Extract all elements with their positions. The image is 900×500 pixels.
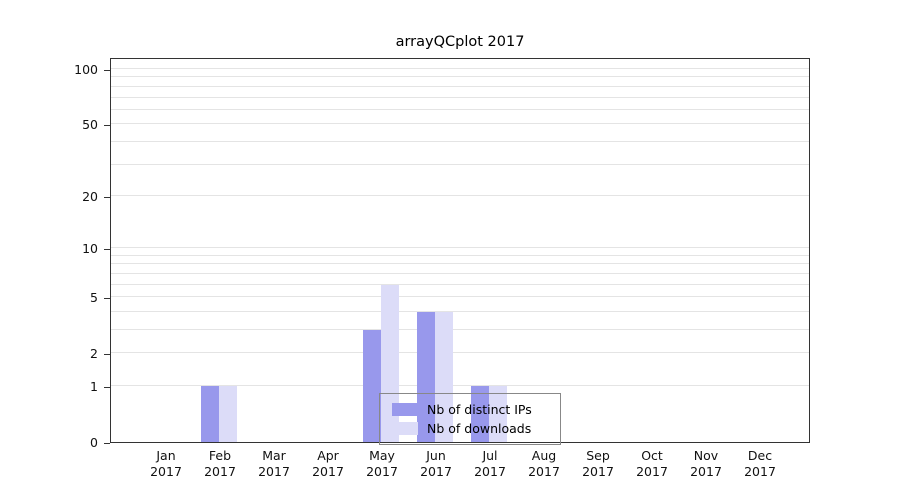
x-tick-year: 2017 bbox=[150, 464, 182, 479]
gridline bbox=[111, 385, 809, 386]
plot-area: Nb of distinct IPs Nb of downloads bbox=[110, 58, 810, 445]
gridline bbox=[111, 194, 809, 196]
gridline bbox=[111, 163, 809, 165]
gridline bbox=[111, 254, 809, 256]
bar bbox=[417, 311, 435, 442]
x-tick-month: Sep bbox=[586, 448, 610, 463]
x-tick-year: 2017 bbox=[690, 464, 722, 479]
y-tick-mark bbox=[104, 125, 110, 127]
chart-title: arrayQCplot 2017 bbox=[395, 34, 525, 50]
y-tick-label: 10 bbox=[82, 241, 98, 257]
legend-swatch-downloads bbox=[392, 422, 418, 435]
x-tick-label: Apr 2017 bbox=[296, 448, 360, 480]
y-tick-mark bbox=[104, 196, 110, 198]
bar bbox=[219, 386, 237, 442]
gridline bbox=[111, 283, 809, 285]
x-tick-year: 2017 bbox=[366, 464, 398, 479]
x-tick-month: Feb bbox=[208, 448, 232, 463]
gridline bbox=[111, 329, 809, 330]
legend-entry-distinct-ips: Nb of distinct IPs bbox=[392, 400, 548, 419]
x-tick-year: 2017 bbox=[312, 464, 344, 479]
legend-label-distinct-ips: Nb of distinct IPs bbox=[427, 402, 532, 417]
x-tick-month: Oct bbox=[641, 448, 663, 463]
gridline bbox=[111, 85, 809, 87]
y-tick-mark bbox=[104, 354, 110, 356]
x-tick-year: 2017 bbox=[528, 464, 560, 479]
gridline bbox=[111, 96, 809, 98]
bar bbox=[489, 386, 507, 442]
x-tick-label: Jul 2017 bbox=[458, 448, 522, 480]
x-tick-month: Mar bbox=[262, 448, 286, 463]
gridline bbox=[111, 108, 809, 110]
bar bbox=[363, 330, 381, 442]
x-tick-month: Jul bbox=[482, 448, 498, 463]
y-tick-mark bbox=[104, 298, 110, 300]
x-tick-year: 2017 bbox=[204, 464, 236, 479]
x-tick-label: Jan 2017 bbox=[134, 448, 198, 480]
x-tick-label: Oct 2017 bbox=[620, 448, 684, 480]
y-tick-label: 5 bbox=[90, 290, 98, 306]
gridline bbox=[111, 352, 809, 354]
gridline bbox=[111, 263, 809, 265]
gridline bbox=[111, 247, 809, 249]
y-tick-mark bbox=[104, 443, 110, 444]
gridline bbox=[111, 68, 809, 69]
x-tick-label: Sep 2017 bbox=[566, 448, 630, 480]
y-tick-label: 20 bbox=[82, 188, 98, 204]
legend-label-downloads: Nb of downloads bbox=[427, 421, 532, 436]
x-tick-month: Apr bbox=[317, 448, 339, 463]
y-tick-mark bbox=[104, 70, 110, 71]
x-tick-label: Mar 2017 bbox=[242, 448, 306, 480]
x-tick-label: Aug 2017 bbox=[512, 448, 576, 480]
x-tick-year: 2017 bbox=[636, 464, 668, 479]
x-tick-month: Nov bbox=[693, 448, 719, 463]
gridline bbox=[111, 296, 809, 298]
x-tick-label: Dec 2017 bbox=[728, 448, 792, 480]
x-tick-label: Nov 2017 bbox=[674, 448, 738, 480]
x-tick-month: Jan bbox=[156, 448, 176, 463]
x-tick-year: 2017 bbox=[420, 464, 452, 479]
y-tick-label: 1 bbox=[90, 379, 98, 394]
x-tick-year: 2017 bbox=[744, 464, 776, 479]
y-tick-mark bbox=[104, 249, 110, 251]
gridline bbox=[111, 140, 809, 142]
x-tick-month: May bbox=[369, 448, 395, 463]
x-tick-year: 2017 bbox=[474, 464, 506, 479]
legend: Nb of distinct IPs Nb of downloads bbox=[379, 393, 561, 445]
x-tick-month: Dec bbox=[747, 448, 773, 463]
bar bbox=[201, 386, 219, 442]
x-tick-year: 2017 bbox=[582, 464, 614, 479]
x-tick-label: May 2017 bbox=[350, 448, 414, 480]
y-tick-label: 0 bbox=[90, 435, 98, 450]
y-tick-label: 100 bbox=[74, 62, 98, 77]
gridline bbox=[111, 272, 809, 274]
gridline bbox=[111, 123, 809, 125]
gridline bbox=[111, 76, 809, 78]
y-tick-label: 50 bbox=[82, 117, 98, 133]
y-tick-label: 2 bbox=[90, 346, 98, 362]
x-tick-label: Feb 2017 bbox=[188, 448, 252, 480]
legend-entry-downloads: Nb of downloads bbox=[392, 419, 548, 438]
bar bbox=[381, 284, 399, 442]
x-tick-month: Aug bbox=[531, 448, 557, 463]
bar bbox=[471, 386, 489, 442]
x-tick-label: Jun 2017 bbox=[404, 448, 468, 480]
x-tick-year: 2017 bbox=[258, 464, 290, 479]
bar bbox=[435, 311, 453, 442]
y-tick-mark bbox=[104, 387, 110, 388]
legend-swatch-distinct-ips bbox=[392, 403, 418, 416]
gridline bbox=[111, 310, 809, 312]
x-tick-month: Jun bbox=[426, 448, 446, 463]
